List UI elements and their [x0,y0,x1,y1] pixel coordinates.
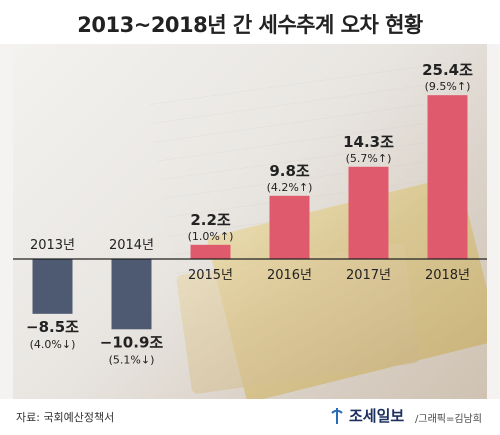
chart-title: 2013~2018년 간 세수추계 오차 현황 [77,13,423,37]
value-label-4: 14.3조 [343,133,394,151]
category-label-4: 2017년 [346,268,391,283]
brand-logo-icon [331,407,343,424]
change-rate-label-0: (4.0%↓) [30,338,76,351]
category-label-3: 2016년 [267,268,312,283]
change-rate-label-5: (9.5%↑) [425,80,471,93]
change-rate-label-3: (4.2%↑) [267,181,313,194]
value-label-1: −10.9조 [100,333,164,351]
category-label-1: 2014년 [109,238,154,253]
bar-0 [32,259,73,314]
footer: 자료: 국회예산정책서 조세일보 /그래픽=김남희 [0,399,500,435]
plot-area: 2013년 −8.5조 (4.0%↓) 2014년 −10.9조 (5.1%↓) 2015년… [13,44,487,399]
header: 2013~2018년 간 세수추계 오차 현황 [0,0,500,44]
value-label-5: 25.4조 [422,61,473,79]
bar-1 [111,259,152,330]
brand-logo: 조세일보 [330,405,404,426]
value-label-0: −8.5조 [26,318,79,336]
bar-4 [348,166,389,259]
change-rate-label-1: (5.1%↓) [109,353,155,366]
source-note: 자료: 국회예산정책서 [16,411,115,424]
category-label-0: 2013년 [30,238,75,253]
bar-chart: 2013년 −8.5조 (4.0%↓) 2014년 −10.9조 (5.1%↓) 2015년… [13,61,487,366]
category-label-5: 2018년 [425,268,470,283]
bar-2 [190,244,231,259]
bar-3 [269,195,310,259]
bar-5 [427,95,468,259]
value-label-2: 2.2조 [190,211,231,229]
change-rate-label-2: (1.0%↑) [188,230,234,243]
brand-name: 조세일보 [349,407,405,425]
change-rate-label-4: (5.7%↑) [346,152,392,165]
graphic-credit: /그래픽=김남희 [415,414,482,425]
category-label-2: 2015년 [188,268,233,283]
value-label-3: 9.8조 [269,162,310,180]
